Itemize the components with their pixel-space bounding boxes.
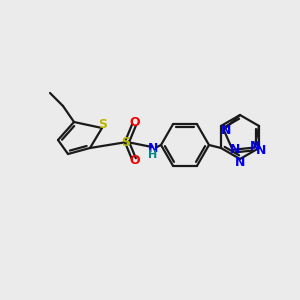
Text: N: N xyxy=(250,140,261,153)
Text: S: S xyxy=(98,118,107,131)
Text: O: O xyxy=(130,116,140,130)
Text: O: O xyxy=(130,154,140,167)
Text: N: N xyxy=(256,143,266,157)
Text: N: N xyxy=(230,143,240,156)
Text: N: N xyxy=(235,155,245,169)
Text: N: N xyxy=(148,142,158,154)
Text: N: N xyxy=(220,124,231,137)
Text: S: S xyxy=(122,136,130,148)
Text: H: H xyxy=(148,150,158,160)
